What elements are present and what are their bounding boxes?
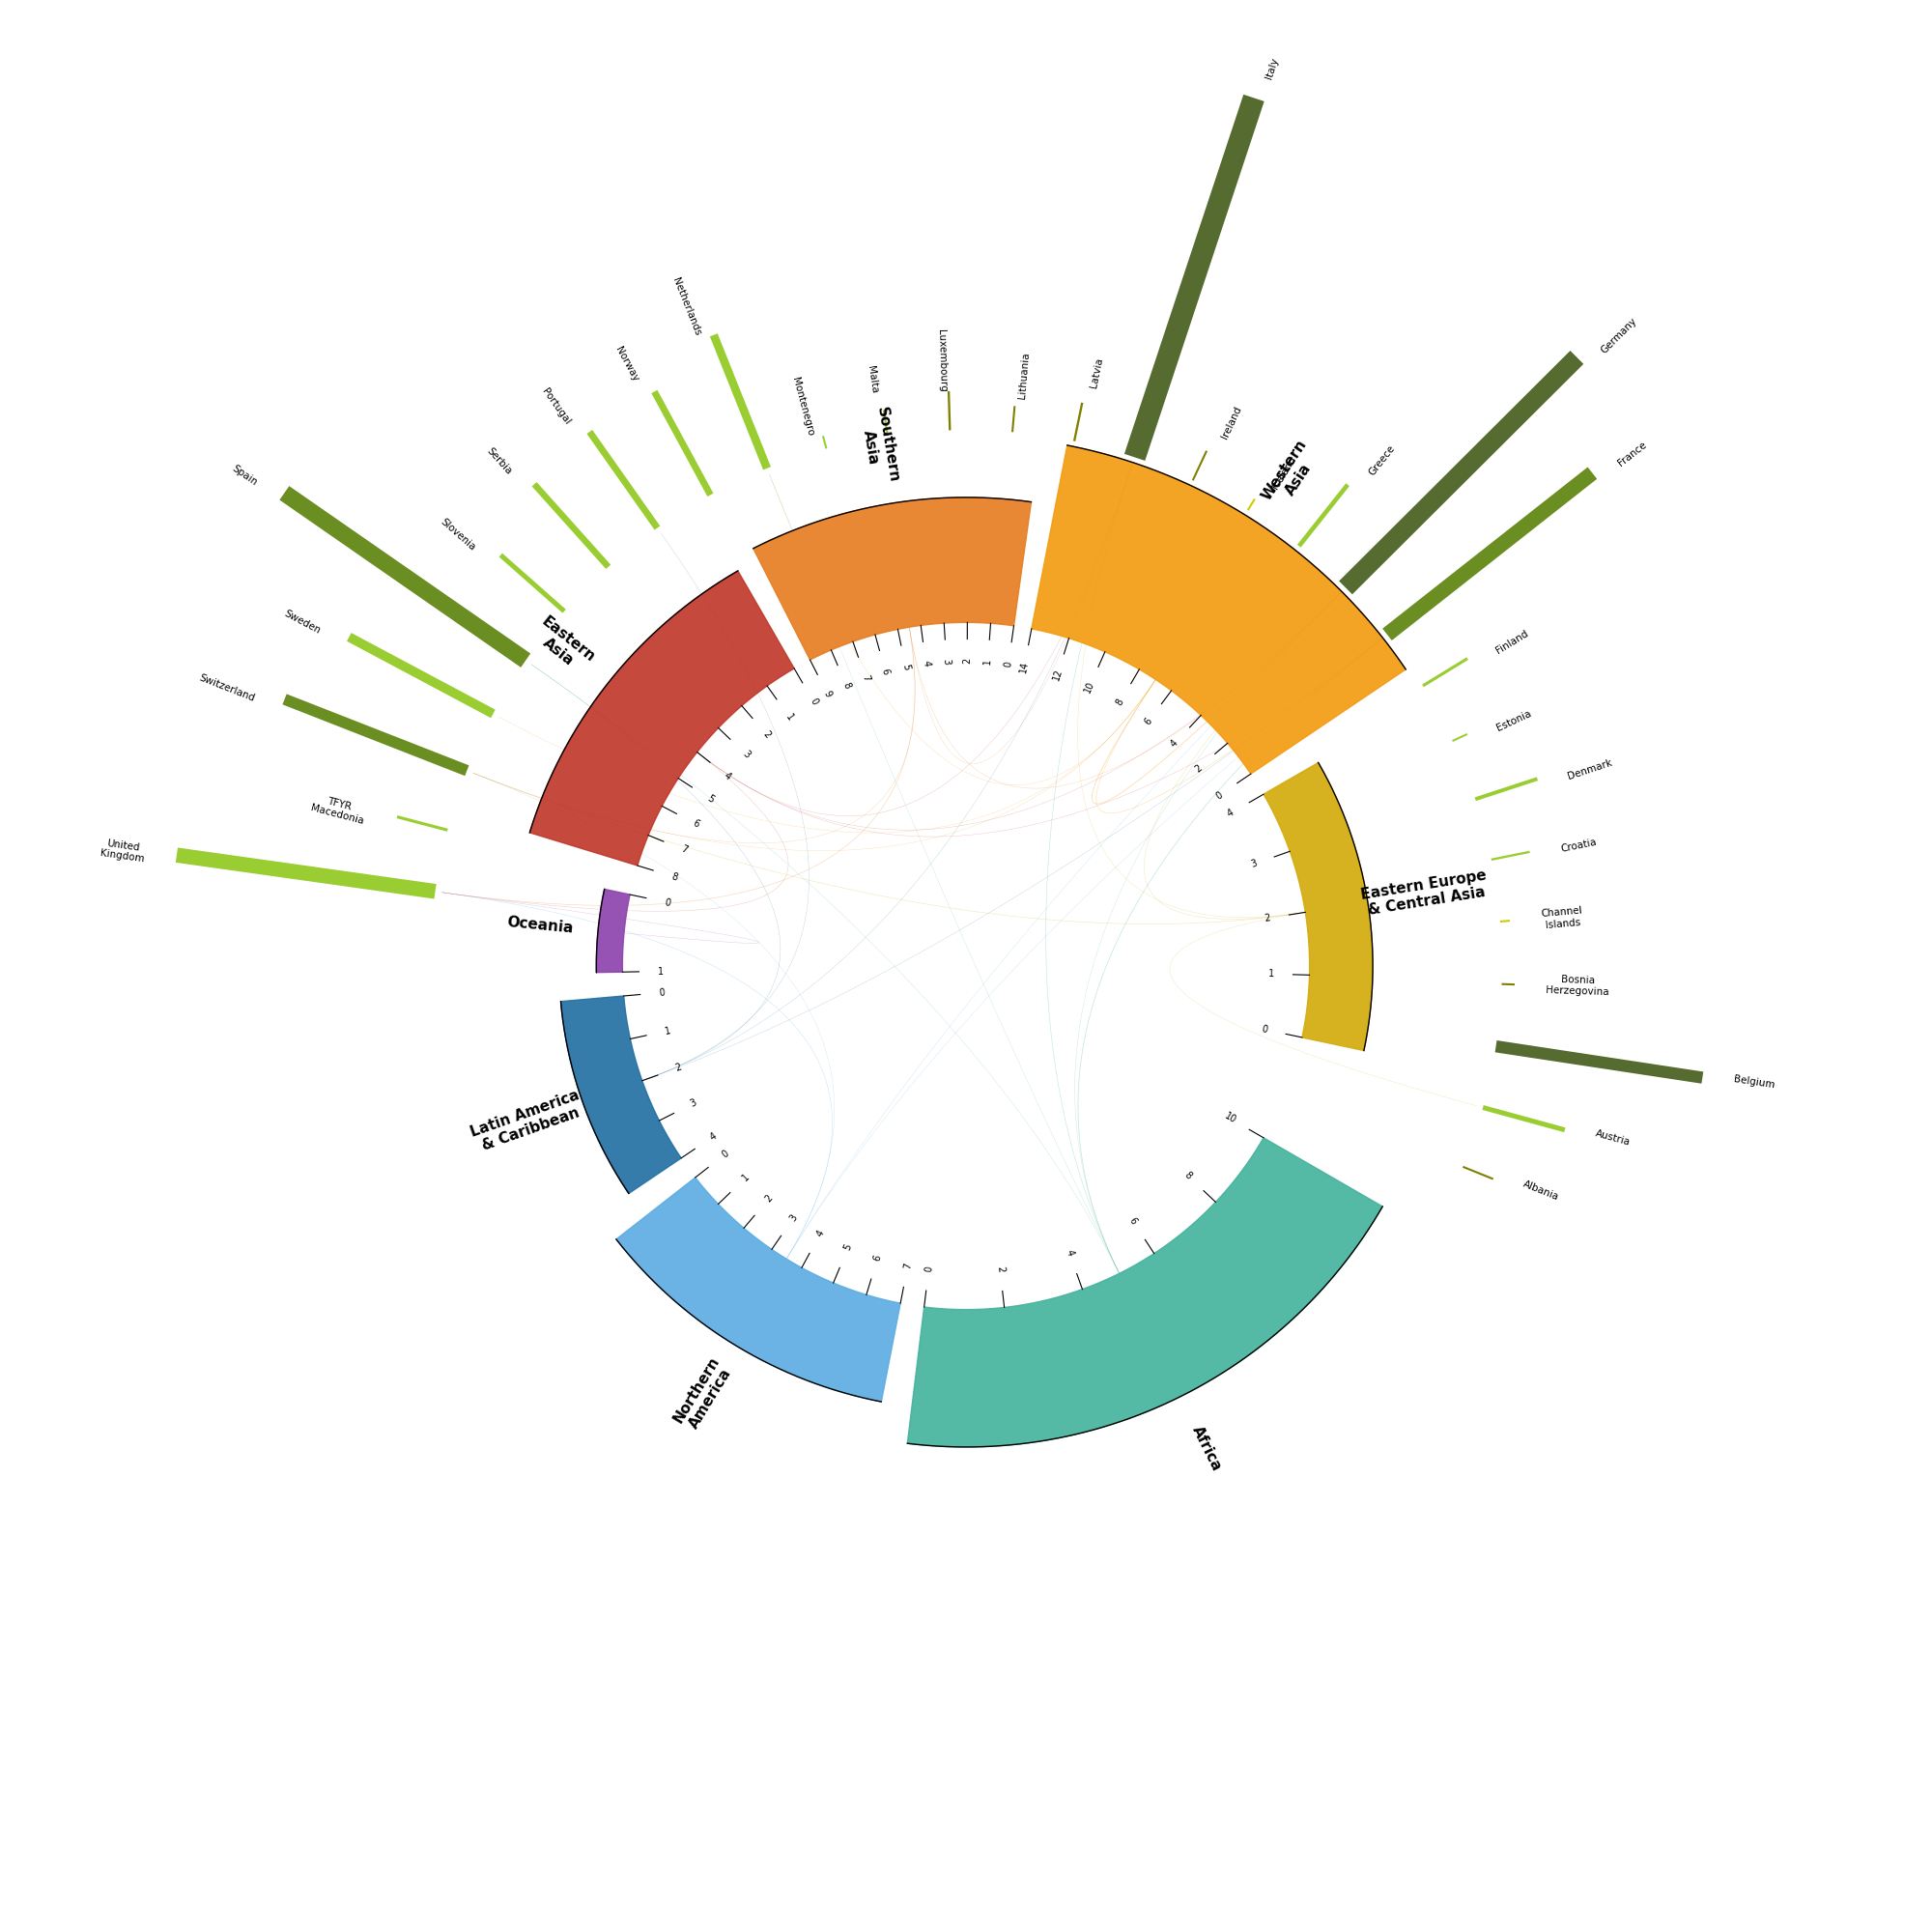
Text: Portugal: Portugal bbox=[539, 386, 572, 427]
Polygon shape bbox=[529, 570, 794, 866]
Text: Italy: Italy bbox=[1264, 56, 1279, 81]
Polygon shape bbox=[753, 497, 1032, 661]
Text: 0: 0 bbox=[659, 987, 665, 997]
Text: 2: 2 bbox=[1264, 914, 1271, 923]
Text: Southern
Asia: Southern Asia bbox=[858, 406, 900, 487]
Text: Western
Asia: Western Asia bbox=[1260, 437, 1323, 512]
Text: Ireland: Ireland bbox=[1219, 406, 1242, 440]
Text: 4: 4 bbox=[1169, 738, 1180, 750]
Text: Eastern
Asia: Eastern Asia bbox=[529, 614, 597, 678]
Polygon shape bbox=[1264, 763, 1374, 1051]
Text: 5: 5 bbox=[842, 1242, 854, 1252]
Text: 10: 10 bbox=[1082, 680, 1095, 694]
Text: Sweden: Sweden bbox=[282, 609, 323, 636]
Text: 3: 3 bbox=[788, 1213, 800, 1223]
Text: 10: 10 bbox=[1223, 1111, 1238, 1126]
Text: 8: 8 bbox=[1182, 1171, 1194, 1180]
Text: Latvia: Latvia bbox=[1088, 357, 1103, 388]
Text: Latin America
& Caribbean: Latin America & Caribbean bbox=[468, 1088, 587, 1155]
Text: Oceania: Oceania bbox=[506, 914, 574, 935]
Text: 4: 4 bbox=[815, 1229, 825, 1238]
Text: 7: 7 bbox=[680, 844, 688, 856]
Text: 2: 2 bbox=[962, 659, 972, 665]
Polygon shape bbox=[616, 1177, 900, 1403]
Text: 0: 0 bbox=[721, 1148, 730, 1159]
Polygon shape bbox=[597, 889, 630, 972]
Text: Luxembourg: Luxembourg bbox=[937, 328, 949, 392]
Text: 0: 0 bbox=[1003, 661, 1014, 667]
Text: 1: 1 bbox=[784, 713, 796, 723]
Text: 1: 1 bbox=[1267, 970, 1273, 980]
Polygon shape bbox=[1032, 444, 1406, 775]
Text: Croatia: Croatia bbox=[1559, 837, 1598, 854]
Text: Norway: Norway bbox=[612, 346, 639, 384]
Text: 0: 0 bbox=[665, 896, 672, 908]
Text: 2: 2 bbox=[1192, 763, 1204, 775]
Text: 3: 3 bbox=[740, 750, 752, 759]
Text: Finland: Finland bbox=[1493, 628, 1530, 657]
Text: 4: 4 bbox=[1065, 1248, 1074, 1258]
Text: Eastern Europe
& Central Asia: Eastern Europe & Central Asia bbox=[1360, 867, 1492, 918]
Text: TFYR
Macedonia: TFYR Macedonia bbox=[309, 792, 367, 827]
Text: 8: 8 bbox=[840, 680, 852, 690]
Text: 3: 3 bbox=[688, 1097, 697, 1109]
Text: 9: 9 bbox=[821, 690, 833, 699]
Text: 0: 0 bbox=[808, 697, 819, 707]
Text: Channel
Islands: Channel Islands bbox=[1540, 906, 1584, 931]
Text: 7: 7 bbox=[902, 1262, 914, 1269]
Text: Africa: Africa bbox=[1190, 1424, 1225, 1474]
Text: Northern
America: Northern America bbox=[670, 1354, 736, 1434]
Text: 2: 2 bbox=[761, 730, 773, 740]
Text: 3: 3 bbox=[1250, 858, 1258, 869]
Polygon shape bbox=[908, 1138, 1383, 1447]
Text: 2: 2 bbox=[674, 1063, 682, 1074]
Polygon shape bbox=[560, 995, 682, 1194]
Text: 14: 14 bbox=[1018, 661, 1030, 672]
Text: 4: 4 bbox=[707, 1130, 719, 1142]
Text: 0: 0 bbox=[1213, 790, 1225, 802]
Text: 1: 1 bbox=[665, 1026, 672, 1036]
Text: Lithuania: Lithuania bbox=[1018, 352, 1032, 400]
Text: Slovenia: Slovenia bbox=[439, 516, 477, 553]
Text: 1: 1 bbox=[983, 659, 993, 665]
Text: 6: 6 bbox=[692, 819, 701, 829]
Text: 6: 6 bbox=[871, 1254, 883, 1262]
Text: 7: 7 bbox=[860, 674, 871, 682]
Text: Denmark: Denmark bbox=[1567, 757, 1613, 781]
Text: 1: 1 bbox=[740, 1173, 752, 1182]
Text: Bosnia
Herzegovina: Bosnia Herzegovina bbox=[1546, 974, 1609, 997]
Text: 12: 12 bbox=[1051, 668, 1065, 682]
Text: Spain: Spain bbox=[230, 464, 259, 487]
Text: 1: 1 bbox=[659, 966, 665, 976]
Text: 8: 8 bbox=[670, 871, 678, 883]
Text: Belgium: Belgium bbox=[1733, 1074, 1776, 1090]
Text: 8: 8 bbox=[1115, 697, 1126, 707]
Text: United
Kingdom: United Kingdom bbox=[99, 837, 147, 864]
Text: Switzerland: Switzerland bbox=[197, 672, 255, 703]
Text: 0: 0 bbox=[1260, 1024, 1267, 1036]
Text: Malta: Malta bbox=[866, 365, 879, 394]
Text: 0: 0 bbox=[923, 1265, 933, 1273]
Text: 6: 6 bbox=[879, 668, 891, 676]
Text: Germany: Germany bbox=[1600, 315, 1638, 355]
Text: Albania: Albania bbox=[1522, 1179, 1561, 1202]
Text: France: France bbox=[1617, 440, 1648, 468]
Text: 2: 2 bbox=[763, 1194, 775, 1204]
Text: 3: 3 bbox=[941, 659, 951, 665]
Text: Montenegro: Montenegro bbox=[790, 375, 815, 437]
Text: Greece: Greece bbox=[1368, 444, 1397, 477]
Text: 5: 5 bbox=[900, 663, 910, 670]
Text: 6: 6 bbox=[1128, 1215, 1138, 1227]
Text: 6: 6 bbox=[1142, 717, 1153, 726]
Text: Iceland: Iceland bbox=[1271, 454, 1298, 491]
Text: 5: 5 bbox=[705, 794, 715, 806]
Text: 2: 2 bbox=[995, 1265, 1005, 1273]
Text: Austria: Austria bbox=[1594, 1128, 1633, 1148]
Text: 4: 4 bbox=[723, 771, 732, 782]
Text: Serbia: Serbia bbox=[485, 446, 514, 477]
Text: Estonia: Estonia bbox=[1495, 709, 1534, 734]
Text: 4: 4 bbox=[1225, 808, 1235, 819]
Text: 4: 4 bbox=[922, 661, 931, 667]
Text: Netherlands: Netherlands bbox=[670, 276, 701, 336]
